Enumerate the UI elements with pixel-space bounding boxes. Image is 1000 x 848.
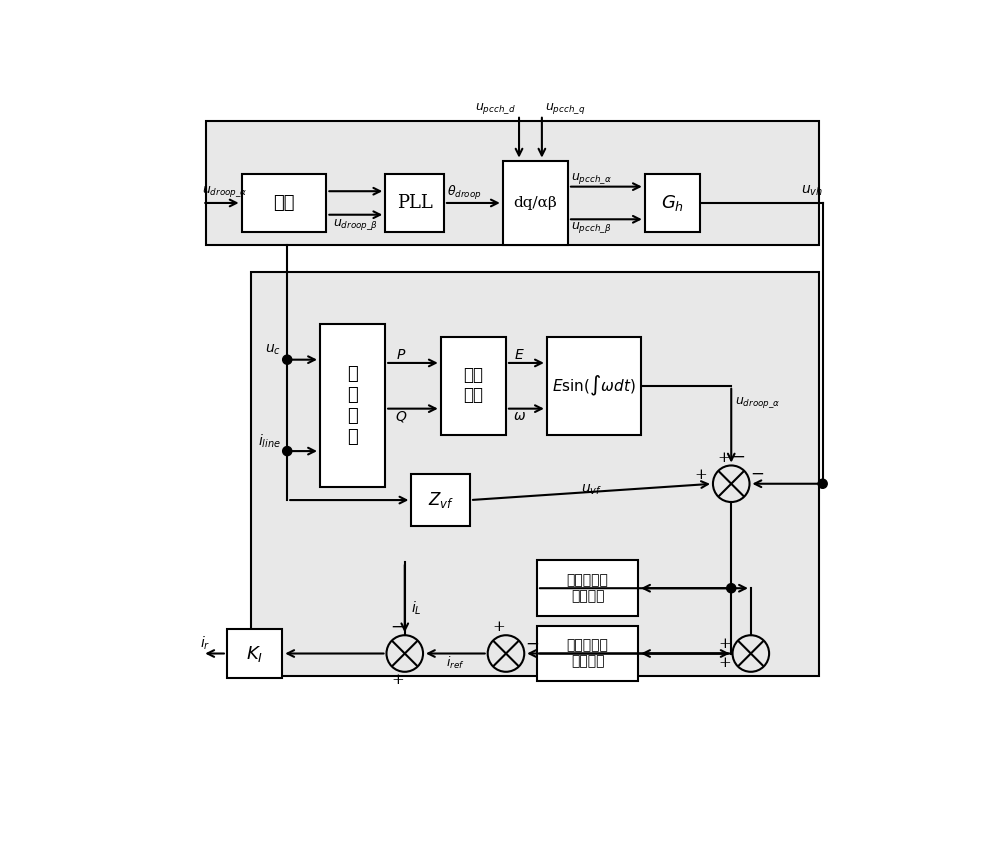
Text: +: +: [718, 638, 731, 651]
Text: $P$: $P$: [396, 349, 407, 362]
Text: $\omega$: $\omega$: [513, 410, 526, 423]
Circle shape: [283, 447, 292, 455]
FancyBboxPatch shape: [645, 174, 700, 232]
Text: $E$: $E$: [514, 349, 524, 362]
Text: $i_L$: $i_L$: [411, 599, 422, 616]
Text: 功
率
计
算: 功 率 计 算: [347, 365, 358, 445]
FancyBboxPatch shape: [385, 174, 444, 232]
Text: +: +: [391, 672, 404, 687]
Text: $u_{vh}$: $u_{vh}$: [801, 184, 823, 198]
Text: $u_{vf}$: $u_{vf}$: [581, 483, 602, 498]
Text: $Z_{vf}$: $Z_{vf}$: [428, 490, 454, 510]
Text: 下垂
控制: 下垂 控制: [463, 367, 483, 404]
Text: $\theta_{droop}$: $\theta_{droop}$: [447, 184, 482, 202]
Text: $E\sin(\int\omega dt)$: $E\sin(\int\omega dt)$: [552, 374, 636, 398]
Text: dq/αβ: dq/αβ: [513, 196, 557, 210]
Text: $i_{line}$: $i_{line}$: [258, 432, 281, 450]
Text: $G_h$: $G_h$: [661, 193, 684, 213]
Text: $u_{pcch\_q}$: $u_{pcch\_q}$: [545, 101, 585, 116]
Text: 第二准比例
谐振控制: 第二准比例 谐振控制: [567, 639, 609, 668]
FancyBboxPatch shape: [411, 474, 470, 526]
Text: +: +: [492, 621, 505, 634]
Text: $u_{droop\_\alpha}$: $u_{droop\_\alpha}$: [735, 394, 780, 410]
Text: +: +: [718, 656, 731, 670]
Text: −: −: [391, 619, 404, 636]
Text: $K_I$: $K_I$: [246, 644, 263, 663]
Text: $u_{pcch\_\alpha}$: $u_{pcch\_\alpha}$: [571, 171, 612, 187]
FancyBboxPatch shape: [441, 337, 506, 435]
Text: −: −: [525, 636, 539, 653]
FancyBboxPatch shape: [251, 271, 819, 677]
Text: PLL: PLL: [397, 194, 432, 212]
Text: $u_{pcch\_d}$: $u_{pcch\_d}$: [475, 101, 516, 116]
FancyBboxPatch shape: [547, 337, 641, 435]
Text: $u_{pcch\_\beta}$: $u_{pcch\_\beta}$: [571, 220, 612, 235]
Text: $u_{droop\_\beta}$: $u_{droop\_\beta}$: [333, 217, 378, 232]
FancyBboxPatch shape: [537, 561, 638, 616]
Text: $u_{droop\_\alpha}$: $u_{droop\_\alpha}$: [202, 184, 248, 198]
Text: −: −: [750, 466, 764, 483]
Text: $u_c$: $u_c$: [265, 343, 281, 357]
Text: −: −: [732, 449, 745, 466]
FancyBboxPatch shape: [206, 121, 819, 245]
Text: +: +: [695, 467, 708, 482]
FancyBboxPatch shape: [537, 626, 638, 681]
FancyBboxPatch shape: [320, 324, 385, 487]
Text: $Q$: $Q$: [395, 409, 408, 424]
FancyBboxPatch shape: [242, 174, 326, 232]
Text: $i_{ref}$: $i_{ref}$: [446, 656, 465, 672]
Circle shape: [727, 583, 736, 593]
FancyBboxPatch shape: [227, 629, 282, 678]
Circle shape: [283, 355, 292, 365]
Text: $i_r$: $i_r$: [200, 635, 211, 652]
Text: 延时: 延时: [273, 194, 295, 212]
Circle shape: [818, 479, 827, 488]
Text: +: +: [718, 450, 730, 465]
Text: 第一准比例
谐振控制: 第一准比例 谐振控制: [567, 573, 609, 603]
FancyBboxPatch shape: [503, 160, 568, 245]
